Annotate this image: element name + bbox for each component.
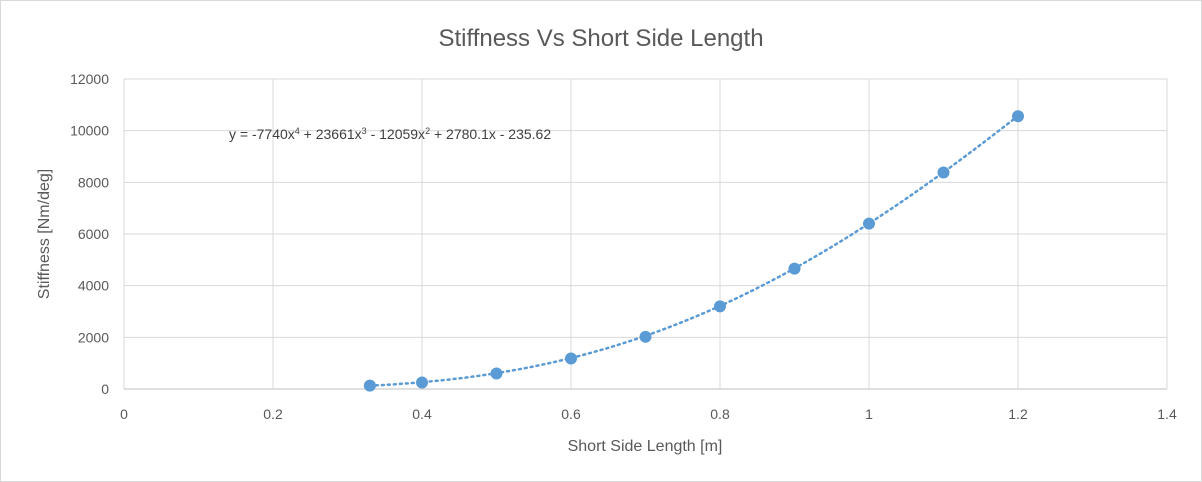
x-tick-label: 0.8 bbox=[710, 406, 730, 422]
y-tick-label: 0 bbox=[101, 381, 109, 397]
x-tick-label: 1.4 bbox=[1157, 406, 1177, 422]
x-tick-label: 1.2 bbox=[1008, 406, 1028, 422]
x-axis-title: Short Side Length [m] bbox=[568, 438, 723, 455]
data-point bbox=[565, 352, 577, 365]
y-tick-label: 6000 bbox=[78, 226, 109, 242]
trendline bbox=[368, 114, 1020, 387]
x-tick-label: 0.4 bbox=[412, 406, 432, 422]
trendline-equation: y = -7740x4 + 23661x3 - 12059x2 + 2780.1… bbox=[229, 126, 551, 142]
data-point bbox=[639, 330, 652, 343]
y-tick-label: 8000 bbox=[78, 174, 109, 190]
data-point bbox=[490, 367, 503, 380]
x-tick-label: 1 bbox=[865, 406, 873, 422]
gridlines bbox=[123, 78, 1168, 390]
y-tick-label: 4000 bbox=[78, 278, 109, 294]
y-tick-label: 10000 bbox=[70, 123, 109, 139]
chart-title: Stiffness Vs Short Side Length bbox=[438, 25, 763, 52]
x-tick-label: 0.2 bbox=[263, 406, 283, 422]
data-point bbox=[863, 217, 875, 230]
data-point bbox=[416, 376, 428, 389]
data-point bbox=[363, 379, 376, 392]
data-point bbox=[1012, 110, 1024, 123]
data-points bbox=[363, 110, 1024, 392]
y-tick-label: 12000 bbox=[70, 71, 109, 87]
x-tick-label: 0.6 bbox=[561, 406, 581, 422]
data-point bbox=[714, 300, 726, 313]
y-tick-label: 2000 bbox=[78, 329, 109, 345]
x-tick-label: 0 bbox=[120, 406, 128, 422]
data-point bbox=[937, 166, 950, 179]
tick-labels: 0 2000 4000 6000 8000 10000 12000 0 0.2 0.4 0.6 0.8… bbox=[70, 71, 1177, 422]
data-point bbox=[788, 262, 801, 275]
y-axis-title: Stiffness [Nm/deg] bbox=[36, 169, 53, 299]
